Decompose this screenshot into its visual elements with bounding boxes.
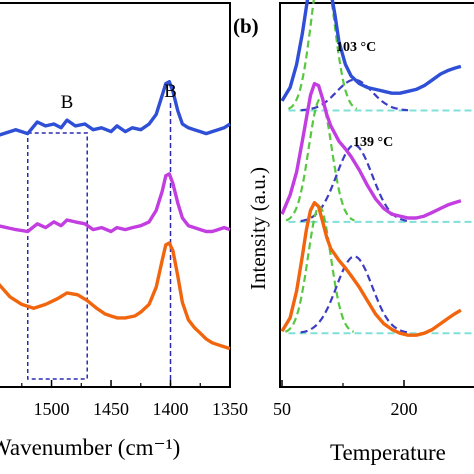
tpd-curve-2 bbox=[280, 201, 462, 337]
panel-a-plot-frame bbox=[0, 2, 231, 388]
temperature-annotation: 103 °C bbox=[336, 40, 376, 55]
panel-a-x-axis-label: Wavenumber (cm⁻¹) bbox=[0, 435, 180, 460]
peak-annotation: B bbox=[61, 92, 74, 113]
panel-b-series-group bbox=[280, 0, 462, 337]
tpd-curve-1 bbox=[280, 81, 462, 220]
x-tick-label: 1400 bbox=[153, 399, 189, 419]
panel-a-dashed-region bbox=[26, 132, 88, 380]
peak-annotation: B bbox=[164, 81, 177, 102]
dashed-box bbox=[26, 132, 88, 380]
panel-b-y-axis-label: Intensity (a.u.) bbox=[246, 167, 270, 290]
panel-a-annotations: BB bbox=[61, 81, 177, 113]
x-tick-label: 1500 bbox=[34, 399, 70, 419]
tpd-curve-0 bbox=[280, 0, 462, 102]
panel-b-label: (b) bbox=[233, 14, 259, 38]
temperature-annotation: 139 °C bbox=[353, 135, 393, 150]
panel-b-x-ticks: 50 200 bbox=[273, 380, 418, 419]
x-tick-label: 50 bbox=[273, 399, 291, 419]
panel-b-plot-frame bbox=[279, 2, 474, 388]
panel-b-annotations: 103 °C 139 °C bbox=[336, 40, 393, 150]
panel-a-series-group bbox=[0, 80, 231, 351]
x-tick-label: 200 bbox=[391, 399, 418, 419]
panel-a: 1500 1450 1400 1350 BB Wavenumber (cm⁻¹) bbox=[0, 2, 248, 460]
x-tick-label: 1450 bbox=[93, 399, 129, 419]
x-tick-label: 1350 bbox=[212, 399, 248, 419]
series-line-1 bbox=[0, 172, 231, 234]
panel-a-x-ticks: 1500 1450 1400 1350 bbox=[21, 380, 248, 419]
fit-peak-0 bbox=[287, 0, 358, 110]
panel-b-x-axis-label: Temperature bbox=[330, 440, 446, 465]
panel-b-baselines bbox=[288, 109, 474, 335]
series-line-0 bbox=[0, 80, 231, 137]
series-line-2 bbox=[0, 241, 231, 351]
